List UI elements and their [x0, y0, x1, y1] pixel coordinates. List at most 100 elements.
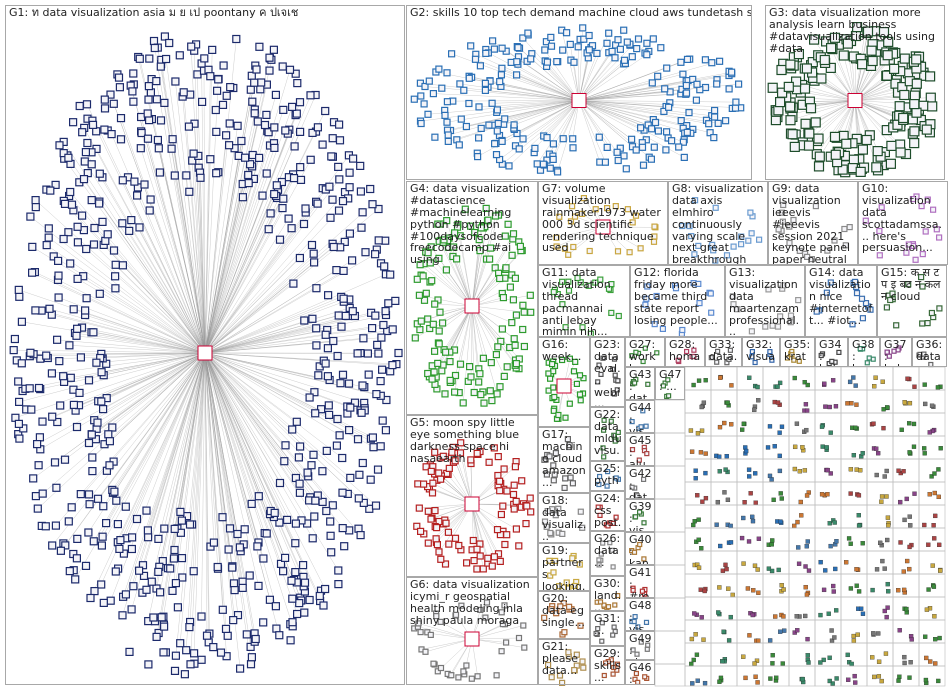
node — [482, 614, 489, 621]
node — [19, 424, 28, 433]
node — [394, 348, 403, 358]
node — [816, 73, 827, 84]
node — [767, 473, 773, 479]
group-tile — [788, 596, 816, 621]
node — [171, 77, 180, 86]
node — [176, 639, 185, 648]
group-label: G32: visua... — [746, 338, 776, 366]
node — [244, 179, 253, 188]
node — [356, 530, 365, 540]
node — [559, 46, 567, 54]
group-label: G33: data... — [709, 338, 738, 366]
node — [515, 542, 523, 550]
node — [682, 89, 691, 97]
node — [717, 585, 722, 590]
node — [368, 200, 377, 209]
node — [212, 127, 221, 136]
node — [55, 357, 64, 366]
node — [856, 523, 862, 528]
node — [526, 494, 534, 502]
node — [340, 237, 349, 246]
node — [696, 300, 703, 307]
node — [819, 492, 825, 497]
node — [496, 487, 504, 495]
node — [312, 284, 321, 293]
node — [512, 311, 521, 319]
node — [98, 405, 108, 414]
node — [373, 340, 382, 349]
node — [427, 467, 435, 475]
node — [463, 559, 471, 567]
node — [927, 430, 932, 435]
node — [770, 661, 775, 666]
node — [848, 586, 854, 591]
node — [154, 144, 163, 153]
node — [105, 437, 115, 446]
group-tile — [654, 597, 686, 632]
node — [805, 382, 810, 388]
node — [882, 608, 887, 614]
node — [750, 514, 755, 520]
node — [318, 140, 327, 149]
node — [476, 62, 484, 70]
node — [775, 384, 780, 389]
node — [568, 203, 576, 210]
node — [789, 141, 800, 152]
node — [566, 400, 573, 407]
group-box: G31: ... — [590, 611, 625, 646]
node — [774, 675, 779, 680]
node — [853, 383, 858, 388]
node — [793, 48, 805, 60]
node — [246, 160, 255, 169]
node — [860, 611, 866, 616]
group-tile — [788, 642, 816, 667]
node — [128, 533, 137, 542]
node — [109, 246, 119, 255]
node — [800, 445, 805, 450]
node — [52, 335, 62, 344]
node — [25, 384, 34, 393]
node — [176, 507, 185, 516]
node — [431, 448, 439, 456]
node — [322, 506, 331, 516]
node — [778, 629, 783, 634]
node — [434, 220, 442, 228]
node — [691, 657, 696, 663]
node — [82, 294, 91, 303]
node — [307, 240, 317, 250]
node — [841, 138, 852, 149]
node — [922, 446, 927, 451]
node — [281, 441, 290, 450]
node — [26, 348, 35, 357]
node — [927, 101, 938, 112]
node — [209, 642, 218, 652]
node — [307, 461, 316, 470]
node — [356, 161, 365, 170]
node — [876, 659, 882, 664]
node — [883, 651, 889, 656]
group-label: G30: land... — [594, 577, 622, 611]
node — [306, 155, 315, 164]
group-tile — [840, 412, 868, 437]
node — [286, 636, 295, 645]
node — [475, 134, 483, 142]
node — [742, 500, 747, 505]
node — [38, 417, 47, 426]
node — [49, 252, 58, 261]
node — [527, 308, 535, 316]
node — [27, 405, 36, 414]
node — [482, 204, 490, 212]
group-tile — [654, 531, 686, 566]
group-box: G30: land... — [590, 576, 625, 611]
node — [781, 587, 786, 592]
node — [424, 507, 432, 515]
node — [710, 106, 719, 115]
node — [718, 675, 724, 681]
node — [109, 99, 118, 108]
node — [907, 566, 912, 572]
node — [31, 203, 40, 212]
node — [430, 368, 438, 376]
node — [902, 517, 907, 523]
node — [566, 40, 574, 49]
